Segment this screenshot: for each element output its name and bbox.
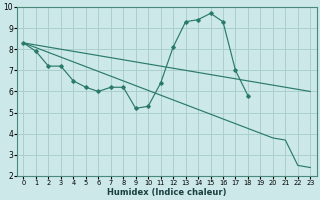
X-axis label: Humidex (Indice chaleur): Humidex (Indice chaleur) — [107, 188, 227, 197]
